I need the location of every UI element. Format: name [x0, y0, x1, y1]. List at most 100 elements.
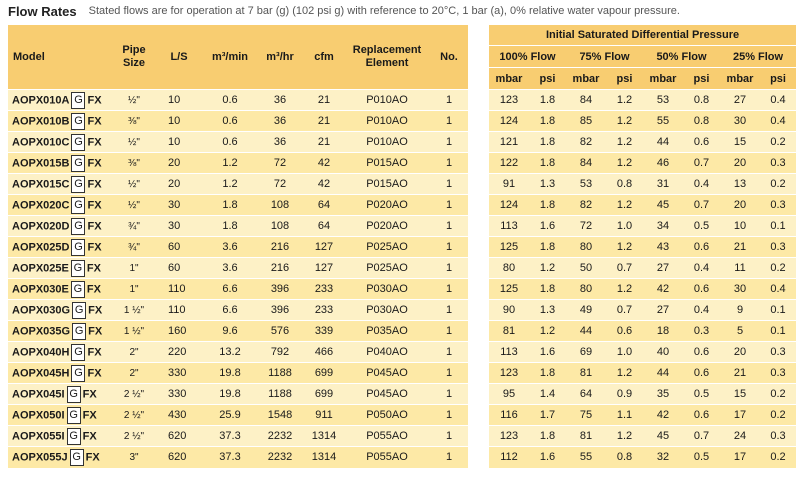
flow50-psi-cell: 0.6: [683, 236, 720, 258]
replacement-element-cell: P055AO: [344, 446, 430, 468]
flow25-mbar-cell: 11: [720, 257, 760, 279]
replacement-element-cell: P025AO: [344, 236, 430, 258]
replacement-element-cell: P035AO: [344, 320, 430, 342]
no-cell: 1: [430, 131, 468, 153]
model-cell: AOPX010C G FX: [8, 131, 114, 153]
pipe-size-cell: 2 ½": [114, 425, 154, 447]
grade-badge: G: [71, 238, 86, 256]
no-cell: 1: [430, 257, 468, 279]
table-row: AOPX015B G FX ⅜" 20 1.2 72 42 P015AO 1: [8, 152, 468, 174]
flow25-mbar-cell: 13: [720, 173, 760, 195]
no-cell: 1: [430, 215, 468, 237]
flow75-mbar-cell: 81: [566, 425, 606, 447]
ls-cell: 30: [154, 215, 204, 237]
flow100-psi-cell: 1.8: [529, 89, 566, 111]
flow75-mbar-cell: 84: [566, 152, 606, 174]
table-row: 124 1.8 85 1.2 55 0.8 30 0.4: [489, 110, 797, 132]
flow75-mbar-cell: 69: [566, 341, 606, 363]
flow50-mbar-cell: 18: [643, 320, 683, 342]
model-code: AOPX020D: [12, 219, 70, 232]
model-suffix: FX: [87, 345, 102, 358]
table-row: 112 1.6 55 0.8 32 0.5 17 0.2: [489, 446, 797, 468]
header-no: No.: [430, 25, 468, 90]
grade-badge: G: [71, 133, 86, 151]
no-cell: 1: [430, 383, 468, 405]
flow75-psi-cell: 1.2: [606, 131, 643, 153]
flow50-psi-cell: 0.7: [683, 425, 720, 447]
page-title: Flow Rates: [8, 3, 77, 19]
model-code: AOPX045I: [12, 387, 65, 400]
m3hr-cell: 2232: [256, 446, 304, 468]
pressure-title-row: Initial Saturated Differential Pressure: [489, 25, 797, 46]
m3min-cell: 37.3: [204, 446, 256, 468]
flow75-mbar-cell: 64: [566, 383, 606, 405]
page-subtitle: Stated flows are for operation at 7 bar …: [88, 5, 680, 17]
model-cell: AOPX020D G FX: [8, 215, 114, 237]
flow50-psi-cell: 0.3: [683, 320, 720, 342]
flow50-mbar-cell: 44: [643, 362, 683, 384]
cfm-cell: 21: [304, 110, 344, 132]
page-header: Flow Rates Stated flows are for operatio…: [8, 0, 680, 22]
flow25-psi-cell: 0.3: [760, 236, 797, 258]
flow50-psi-cell: 0.6: [683, 131, 720, 153]
flow25-psi-cell: 0.3: [760, 194, 797, 216]
table-row: 123 1.8 81 1.2 45 0.7 24 0.3: [489, 425, 797, 447]
pipe-size-cell: 2": [114, 341, 154, 363]
model-cell: AOPX015B G FX: [8, 152, 114, 174]
flow100-psi-cell: 1.4: [529, 383, 566, 405]
m3min-cell: 19.8: [204, 362, 256, 384]
cfm-cell: 466: [304, 341, 344, 363]
unit-psi: psi: [760, 67, 797, 90]
grade-badge: G: [71, 196, 86, 214]
ls-cell: 330: [154, 383, 204, 405]
ls-cell: 60: [154, 236, 204, 258]
table-row: 123 1.8 81 1.2 44 0.6 21 0.3: [489, 362, 797, 384]
flow75-psi-cell: 1.2: [606, 194, 643, 216]
flow100-mbar-cell: 116: [489, 404, 529, 426]
replacement-element-cell: P020AO: [344, 194, 430, 216]
flow75-mbar-cell: 80: [566, 278, 606, 300]
model-suffix: FX: [86, 261, 101, 274]
grade-badge: G: [70, 259, 85, 277]
model-cell: AOPX010A G FX: [8, 89, 114, 111]
flow75-psi-cell: 1.2: [606, 278, 643, 300]
m3min-cell: 3.6: [204, 236, 256, 258]
ls-cell: 20: [154, 152, 204, 174]
replacement-element-cell: P020AO: [344, 215, 430, 237]
flow50-mbar-cell: 44: [643, 131, 683, 153]
m3min-cell: 1.8: [204, 194, 256, 216]
model-code: AOPX055I: [12, 429, 65, 442]
header-ls: L/S: [154, 25, 204, 90]
model-cell: AOPX015C G FX: [8, 173, 114, 195]
flow25-psi-cell: 0.1: [760, 320, 797, 342]
replacement-element-cell: P045AO: [344, 383, 430, 405]
table-row: 121 1.8 82 1.2 44 0.6 15 0.2: [489, 131, 797, 153]
model-cell: AOPX055J G FX: [8, 446, 114, 468]
model-cell: AOPX055I G FX: [8, 425, 114, 447]
replacement-element-cell: P015AO: [344, 152, 430, 174]
model-code: AOPX045H: [12, 366, 70, 379]
table-row: AOPX025E G FX 1" 60 3.6 216 127 P025AO 1: [8, 257, 468, 279]
flow25-psi-cell: 0.2: [760, 131, 797, 153]
m3hr-cell: 216: [256, 257, 304, 279]
header-pipe-size: Pipe Size: [114, 25, 154, 90]
cfm-cell: 127: [304, 236, 344, 258]
no-cell: 1: [430, 362, 468, 384]
flow50-psi-cell: 0.5: [683, 215, 720, 237]
model-suffix: FX: [88, 303, 103, 316]
unit-row: mbar psi mbar psi mbar psi mbar psi: [489, 67, 797, 90]
flow75-mbar-cell: 55: [566, 446, 606, 468]
header-flow-100: 100% Flow: [489, 45, 566, 68]
flow25-psi-cell: 0.2: [760, 257, 797, 279]
table-row: 123 1.8 84 1.2 53 0.8 27 0.4: [489, 89, 797, 111]
table-row: 113 1.6 72 1.0 34 0.5 10 0.1: [489, 215, 797, 237]
model-code: AOPX020C: [12, 198, 70, 211]
flow50-mbar-cell: 27: [643, 299, 683, 321]
m3min-cell: 1.2: [204, 152, 256, 174]
replacement-element-cell: P030AO: [344, 278, 430, 300]
flow100-psi-cell: 1.6: [529, 215, 566, 237]
m3hr-cell: 1188: [256, 383, 304, 405]
flow100-mbar-cell: 113: [489, 341, 529, 363]
flow50-mbar-cell: 34: [643, 215, 683, 237]
m3hr-cell: 792: [256, 341, 304, 363]
